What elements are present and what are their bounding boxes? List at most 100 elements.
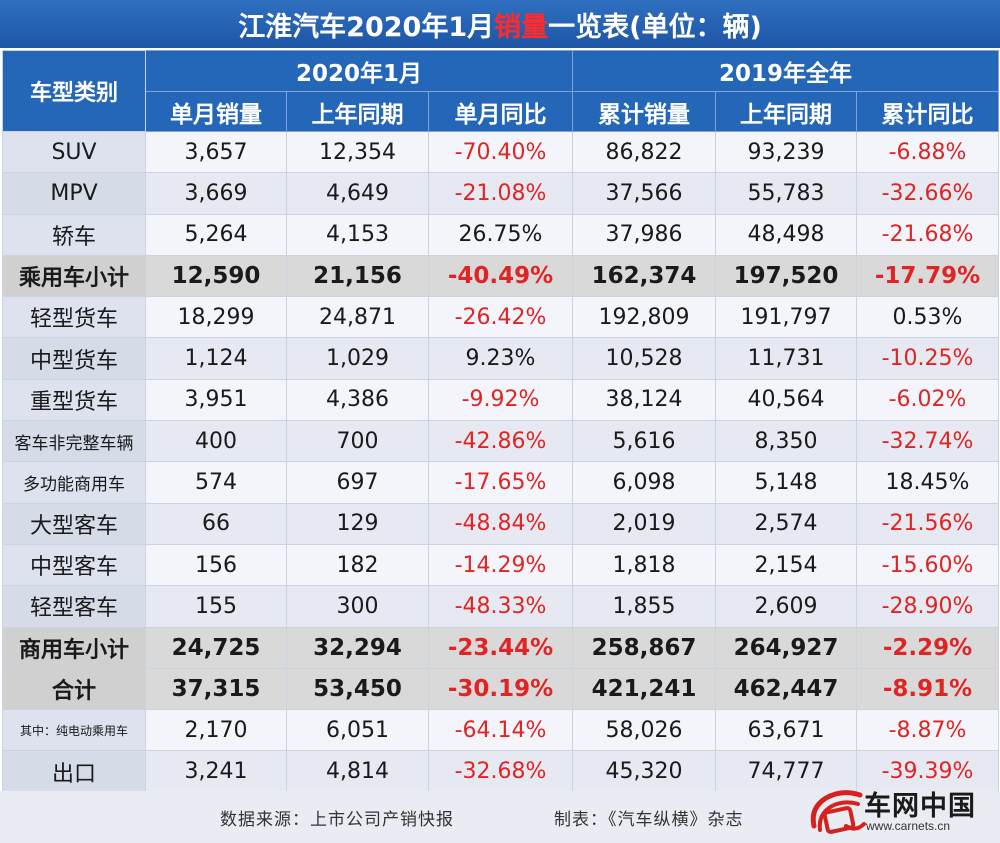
table-cell: 18,299 xyxy=(145,296,287,339)
table-cell: 3,951 xyxy=(145,378,287,422)
table-cell: 5,264 xyxy=(145,213,287,256)
row-category: 客车非完整车辆 xyxy=(2,420,146,463)
header-column: 单月销量 xyxy=(145,91,287,132)
table-cell: -48.33% xyxy=(428,585,573,628)
table-cell: 4,649 xyxy=(286,172,429,215)
table-cell: 700 xyxy=(286,420,429,463)
footer: 数据来源：上市公司产销快报 制表：《汽车纵横》杂志 xyxy=(0,791,1000,843)
table-cell: -10.25% xyxy=(856,337,999,380)
table-cell: 93,239 xyxy=(715,130,857,174)
table-cell: 264,927 xyxy=(715,626,857,669)
table-cell: -14.29% xyxy=(428,543,573,587)
table-cell: -64.14% xyxy=(428,709,573,752)
table-cell: 191,797 xyxy=(715,296,857,339)
table-cell: -21.68% xyxy=(856,213,999,256)
table-cell: -8.91% xyxy=(856,667,999,711)
table-row: 轿车 5,264 4,153 26.75% 37,986 48,498 -21.68% xyxy=(2,213,999,256)
table-cell: 26.75% xyxy=(428,213,573,256)
table-cell: 192,809 xyxy=(572,296,716,339)
table-cell: 156 xyxy=(145,543,287,587)
table-row: 乘用车小计 12,590 21,156 -40.49% 162,374 197,520 -1… xyxy=(2,254,999,298)
table-cell: -17.79% xyxy=(856,254,999,298)
table-row: 出口 3,241 4,814 -32.68% 45,320 74,777 -39.39% xyxy=(2,750,999,793)
table-body: SUV 3,657 12,354 -70.40% 86,822 93,239 -6.88% M… xyxy=(2,130,999,793)
table-row: 重型货车 3,951 4,386 -9.92% 38,124 40,564 -6.02% xyxy=(2,378,999,422)
table-cell: -2.29% xyxy=(856,626,999,669)
table-cell: 6,051 xyxy=(286,709,429,752)
table-cell: -9.92% xyxy=(428,378,573,422)
table-cell: 74,777 xyxy=(715,750,857,793)
table-cell: 3,657 xyxy=(145,130,287,174)
table-cell: -70.40% xyxy=(428,130,573,174)
table-cell: 1,124 xyxy=(145,337,287,380)
table-cell: 8,350 xyxy=(715,420,857,463)
brand-name: 车网中国 xyxy=(864,791,976,822)
table-cell: 63,671 xyxy=(715,709,857,752)
table-cell: 37,315 xyxy=(145,667,287,711)
table-cell: 2,154 xyxy=(715,543,857,587)
table-cell: 400 xyxy=(145,420,287,463)
table-cell: 21,156 xyxy=(286,254,429,298)
row-category: 轻型货车 xyxy=(2,296,146,339)
table-cell: 3,669 xyxy=(145,172,287,215)
table-cell: 182 xyxy=(286,543,429,587)
table-cell: -39.39% xyxy=(856,750,999,793)
table-cell: 55,783 xyxy=(715,172,857,215)
row-category: 合计 xyxy=(2,667,146,711)
table-cell: 12,590 xyxy=(145,254,287,298)
table-cell: 37,986 xyxy=(572,213,716,256)
table-cell: 462,447 xyxy=(715,667,857,711)
header-column: 上年同期 xyxy=(715,91,857,132)
table-cell: -6.88% xyxy=(856,130,999,174)
header-group-2019-year: 2019年全年 xyxy=(572,50,999,92)
table-cell: 32,294 xyxy=(286,626,429,669)
title-prefix: 江淮汽车2020年1月 xyxy=(238,11,495,43)
table-row: 客车非完整车辆 400 700 -42.86% 5,616 8,350 -32.74% xyxy=(2,420,999,463)
header-column: 上年同期 xyxy=(286,91,429,132)
header-group-2020-jan: 2020年1月 xyxy=(145,50,573,92)
table-cell: 6,098 xyxy=(572,461,716,504)
table-cell: -32.68% xyxy=(428,750,573,793)
table-cell: 3,241 xyxy=(145,750,287,793)
table-row: 轻型客车 155 300 -48.33% 1,855 2,609 -28.90% xyxy=(2,585,999,628)
table-cell: 66 xyxy=(145,502,287,545)
table-cell: -40.49% xyxy=(428,254,573,298)
table-cell: -26.42% xyxy=(428,296,573,339)
table-row: MPV 3,669 4,649 -21.08% 37,566 55,783 -32.66% xyxy=(2,172,999,215)
table-cell: -32.74% xyxy=(856,420,999,463)
title-suffix: 一览表(单位：辆) xyxy=(548,11,762,43)
table-row: 中型客车 156 182 -14.29% 1,818 2,154 -15.60% xyxy=(2,543,999,587)
row-category: 多功能商用车 xyxy=(2,461,146,504)
header-column: 累计同比 xyxy=(856,91,999,132)
table-cell: 574 xyxy=(145,461,287,504)
table-cell: -48.84% xyxy=(428,502,573,545)
table-cell: -32.66% xyxy=(856,172,999,215)
row-category: 轻型客车 xyxy=(2,585,146,628)
table-cell: 2,574 xyxy=(715,502,857,545)
table-cell: 697 xyxy=(286,461,429,504)
table-cell: -30.19% xyxy=(428,667,573,711)
table-cell: 18.45% xyxy=(856,461,999,504)
sales-table: 车型类别 2020年1月 2019年全年 单月销量 上年同期 单月同比 累计销量… xyxy=(2,50,999,793)
row-category: 乘用车小计 xyxy=(2,254,146,298)
table-cell: 45,320 xyxy=(572,750,716,793)
table-cell: 37,566 xyxy=(572,172,716,215)
row-category: 其中：纯电动乘用车 xyxy=(2,709,146,752)
table-cell: -21.56% xyxy=(856,502,999,545)
table-row: 轻型货车 18,299 24,871 -26.42% 192,809 191,797 0.5… xyxy=(2,296,999,339)
footer-maker: 制表：《汽车纵横》杂志 xyxy=(554,810,744,830)
row-category: 中型客车 xyxy=(2,543,146,587)
table-row: 商用车小计 24,725 32,294 -23.44% 258,867 264,927 -2… xyxy=(2,626,999,669)
table-cell: 53,450 xyxy=(286,667,429,711)
table-cell: -21.08% xyxy=(428,172,573,215)
brand-logo: 车网中国 www.carnets.cn xyxy=(806,782,996,840)
footer-source: 数据来源：上市公司产销快报 xyxy=(220,810,454,830)
page-title: 江淮汽车2020年1月 销量 一览表(单位：辆) xyxy=(0,0,1000,48)
table-cell: -42.86% xyxy=(428,420,573,463)
table-cell: 38,124 xyxy=(572,378,716,422)
header-column: 累计销量 xyxy=(572,91,716,132)
brand-url: www.carnets.cn xyxy=(866,819,951,833)
table-cell: 86,822 xyxy=(572,130,716,174)
table-cell: -8.87% xyxy=(856,709,999,752)
table-cell: 4,814 xyxy=(286,750,429,793)
